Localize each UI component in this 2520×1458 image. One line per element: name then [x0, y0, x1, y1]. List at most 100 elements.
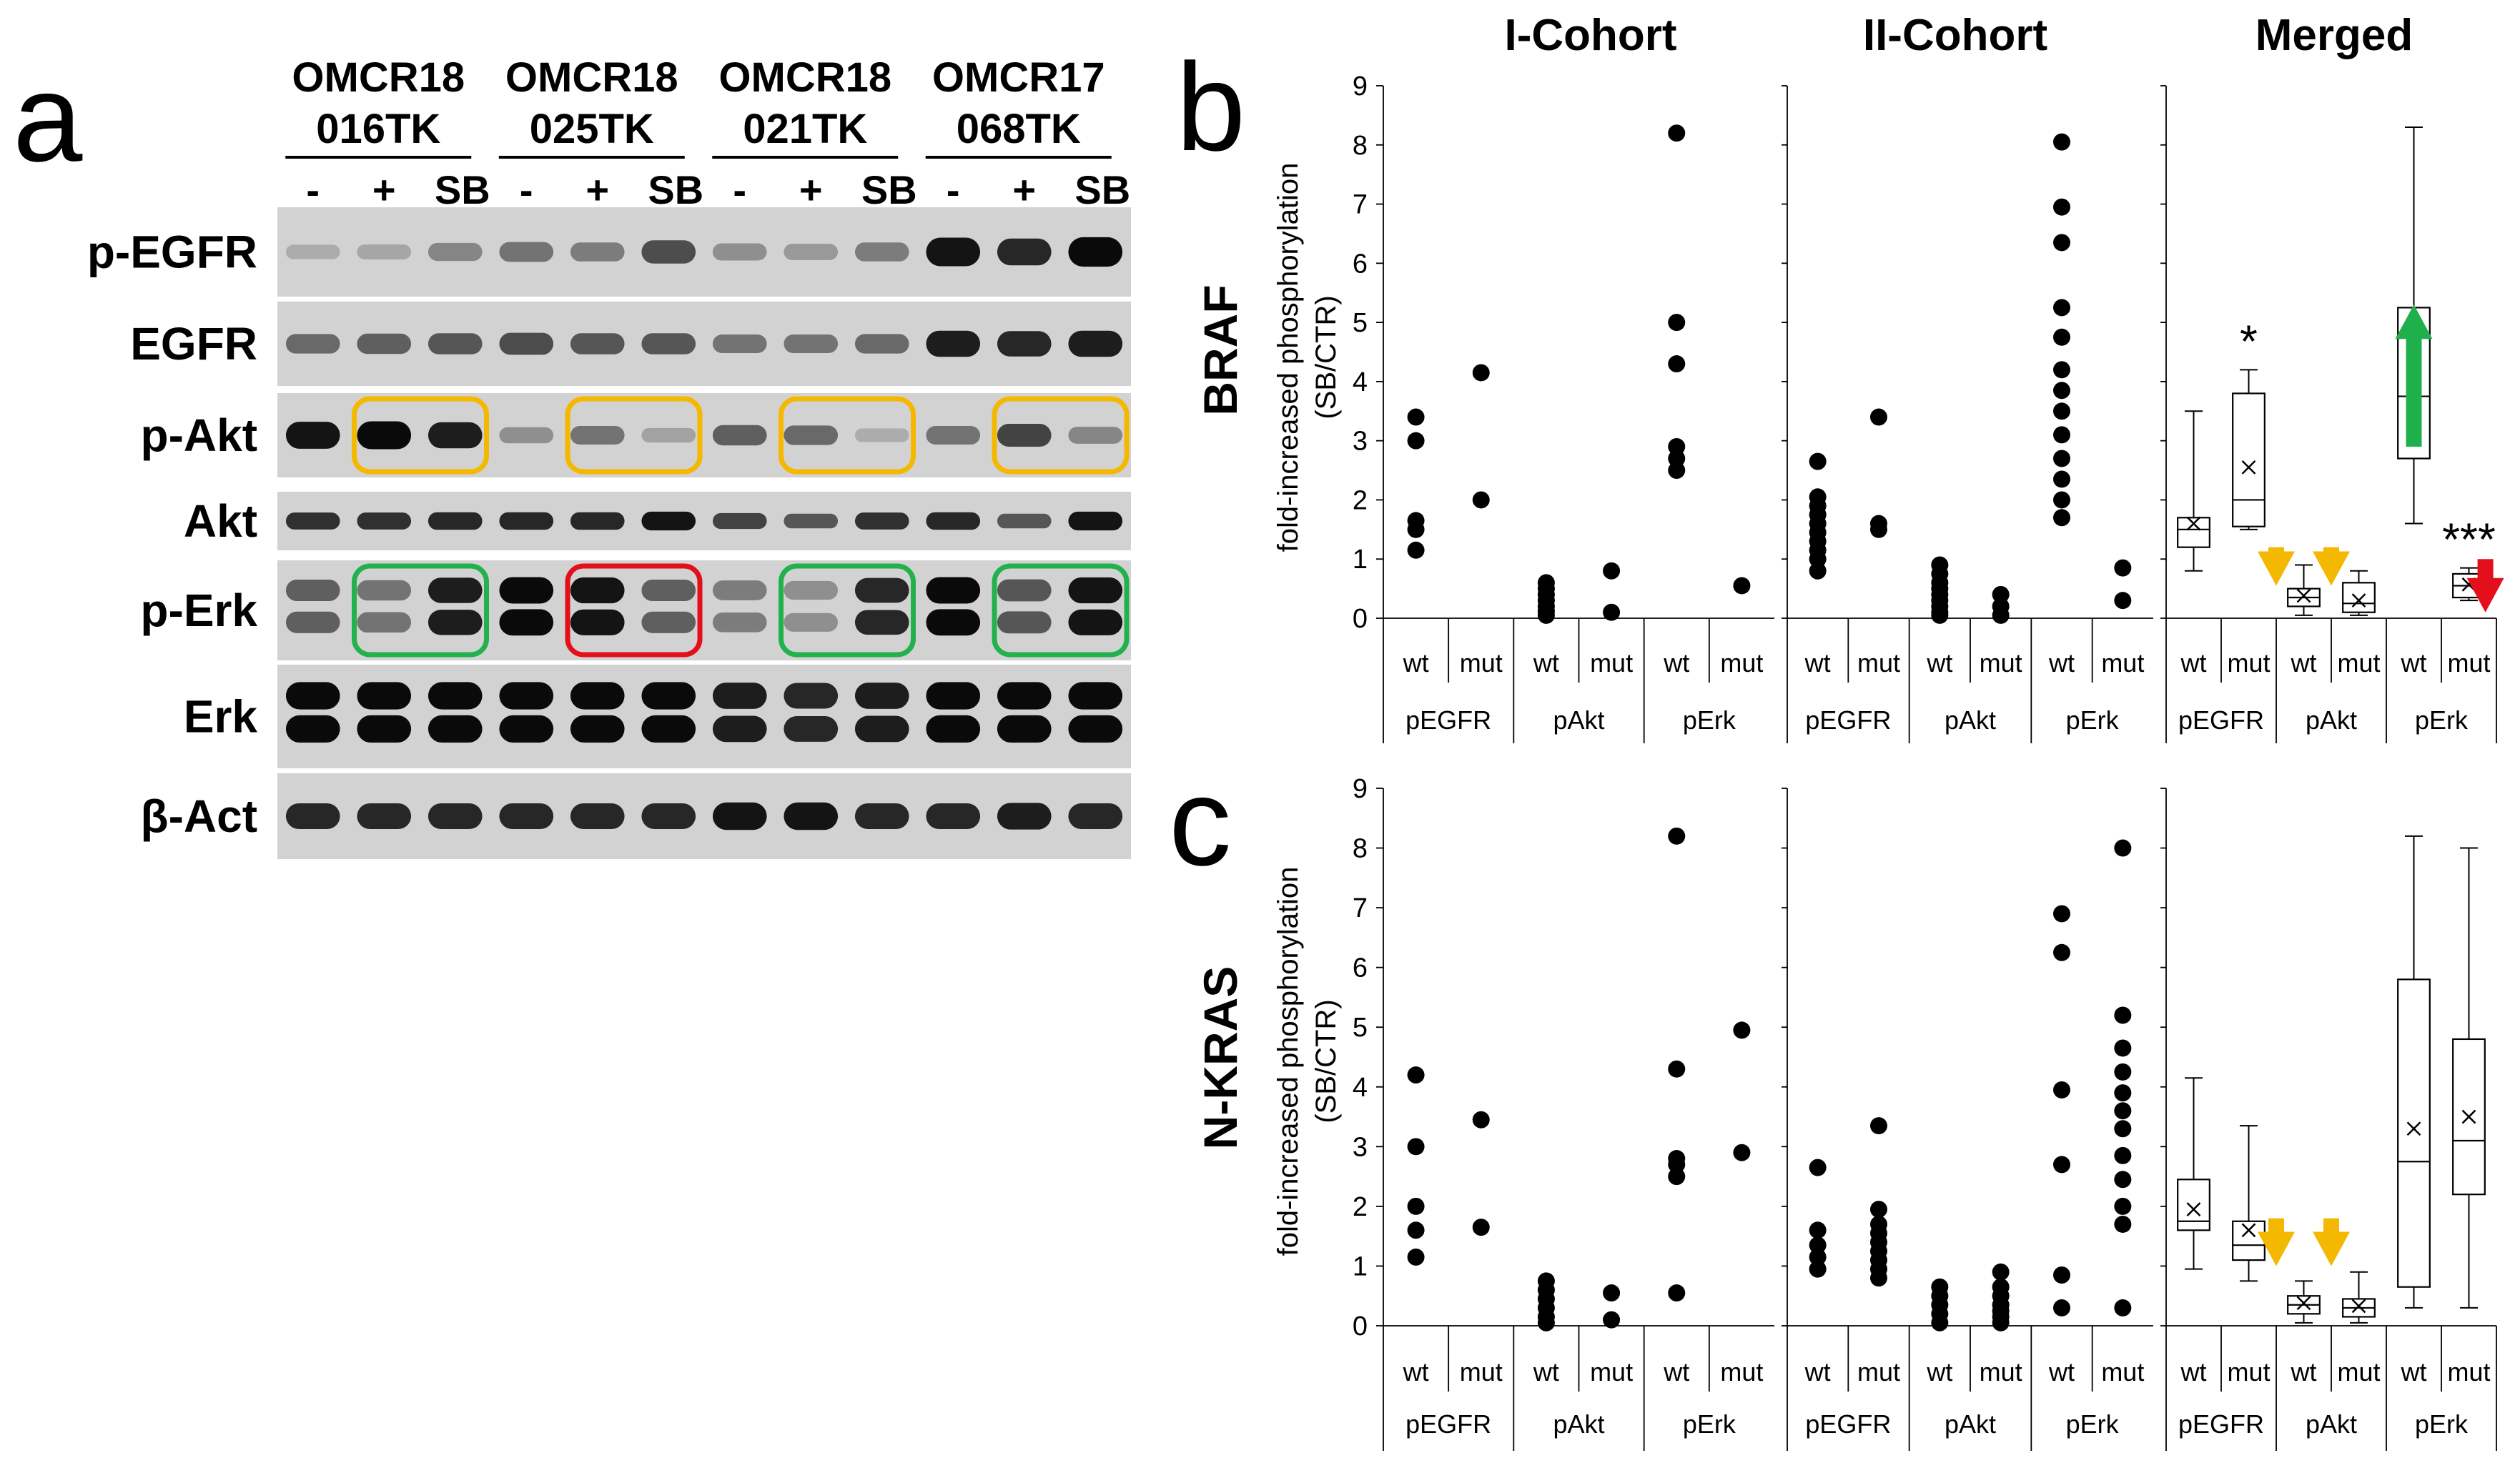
protein-band: [784, 580, 839, 600]
protein-band: [712, 580, 767, 600]
x-subgroup-label: mut: [1980, 648, 2022, 678]
red-arrow-down-icon: [2466, 559, 2504, 613]
data-point: [2053, 328, 2070, 346]
data-point: [1668, 1150, 1686, 1168]
box-iqr: [2452, 1038, 2486, 1196]
x-group-label: pEGFR: [1405, 705, 1491, 735]
protein-band: [784, 425, 839, 445]
protein-band: [854, 334, 909, 354]
highlight-box: [352, 563, 489, 658]
data-point: [2053, 361, 2070, 379]
lane-condition-label: -: [733, 167, 746, 212]
data-point: [1809, 488, 1827, 506]
data-point: [2053, 470, 2070, 488]
blot-strip: [277, 560, 1131, 660]
data-point: [1472, 491, 1490, 509]
blot-row-label: EGFR: [130, 318, 257, 370]
protein-band: [428, 512, 483, 530]
data-point: [2114, 1063, 2132, 1081]
data-point: [1472, 1111, 1490, 1129]
protein-band: [570, 242, 625, 262]
x-subgroup-label: wt: [1926, 1357, 1952, 1387]
protein-band: [926, 512, 981, 530]
sample-name-line1: OMCR17: [932, 54, 1105, 101]
x-subgroup-label: wt: [2291, 648, 2317, 678]
x-group-label: pAkt: [1945, 1409, 1996, 1439]
blot-strip: [277, 393, 1131, 477]
lane-condition-label: -: [306, 167, 320, 212]
data-point: [1870, 1215, 1887, 1233]
protein-band: [854, 577, 909, 603]
protein-band: [1068, 803, 1123, 830]
protein-band: [854, 803, 909, 830]
box-mean-marker: [2296, 1296, 2311, 1311]
data-point: [1870, 515, 1887, 532]
box-iqr: [2342, 582, 2376, 613]
box-mean-marker: [2241, 460, 2256, 475]
protein-band: [570, 512, 625, 530]
x-group-label: pErk: [2066, 705, 2120, 735]
y-tick-label: 9: [1353, 71, 1368, 101]
x-group-label: pErk: [1683, 1409, 1736, 1439]
data-point: [1668, 1060, 1686, 1078]
row-label-braf: BRAF: [1194, 284, 1247, 415]
protein-band: [784, 244, 839, 260]
x-group-label: pEGFR: [2178, 705, 2264, 735]
green-arrow-up-icon: [2395, 304, 2433, 447]
x-subgroup-label: wt: [2401, 648, 2427, 678]
protein-band: [926, 577, 981, 604]
data-point: [2053, 509, 2070, 527]
lane-condition-label: -: [520, 167, 533, 212]
data-point: [1603, 1311, 1621, 1329]
lane-condition-label: +: [799, 167, 823, 212]
protein-band: [784, 513, 839, 529]
data-point: [1603, 562, 1621, 580]
data-point: [1668, 437, 1686, 455]
protein-band: [285, 803, 340, 830]
protein-band: [357, 421, 412, 450]
y-tick-label: 3: [1353, 1132, 1368, 1162]
protein-band: [570, 682, 625, 710]
protein-band: [1068, 330, 1123, 357]
box-mean-marker: [2296, 588, 2311, 603]
highlight-box: [992, 396, 1130, 475]
protein-band: [1068, 427, 1123, 444]
protein-band: [997, 513, 1052, 529]
data-point: [1809, 562, 1827, 580]
box-mean-marker: [2351, 1299, 2366, 1314]
x-subgroup-label: mut: [2101, 648, 2144, 678]
protein-band: [285, 579, 340, 602]
y-tick-label: 5: [1353, 308, 1368, 338]
x-group-label: pErk: [1683, 705, 1736, 735]
x-subgroup-label: mut: [1460, 1357, 1503, 1387]
significance-marker: *: [2240, 315, 2258, 367]
x-group-label: pEGFR: [2178, 1409, 2264, 1439]
x-subgroup-label: mut: [1590, 648, 1633, 678]
protein-band: [784, 334, 839, 354]
data-point: [1870, 408, 1887, 426]
box-mean-marker: [2461, 1109, 2476, 1124]
y-tick-label: 6: [1353, 953, 1368, 983]
blot-strip: [277, 773, 1131, 859]
data-point: [1992, 597, 2010, 615]
data-point: [1537, 1272, 1555, 1290]
data-point: [2053, 1156, 2070, 1174]
highlight-box: [992, 563, 1130, 658]
data-point: [1992, 1278, 2010, 1296]
x-subgroup-label: wt: [2048, 1357, 2075, 1387]
y-tick-label: 7: [1353, 190, 1368, 220]
y-axis-title-b-line1: fold-increased phosphorylation: [1273, 163, 1304, 552]
data-point: [1407, 1221, 1425, 1239]
data-point: [2053, 133, 2070, 151]
x-subgroup-label: wt: [1533, 648, 1559, 678]
x-subgroup-label: wt: [2401, 1357, 2427, 1387]
protein-band: [641, 511, 696, 531]
protein-band: [926, 682, 981, 710]
y-tick-label: 5: [1353, 1013, 1368, 1043]
protein-band: [712, 683, 767, 709]
protein-band: [357, 244, 412, 259]
x-subgroup-label: wt: [2291, 1357, 2317, 1387]
data-point: [1407, 541, 1425, 559]
